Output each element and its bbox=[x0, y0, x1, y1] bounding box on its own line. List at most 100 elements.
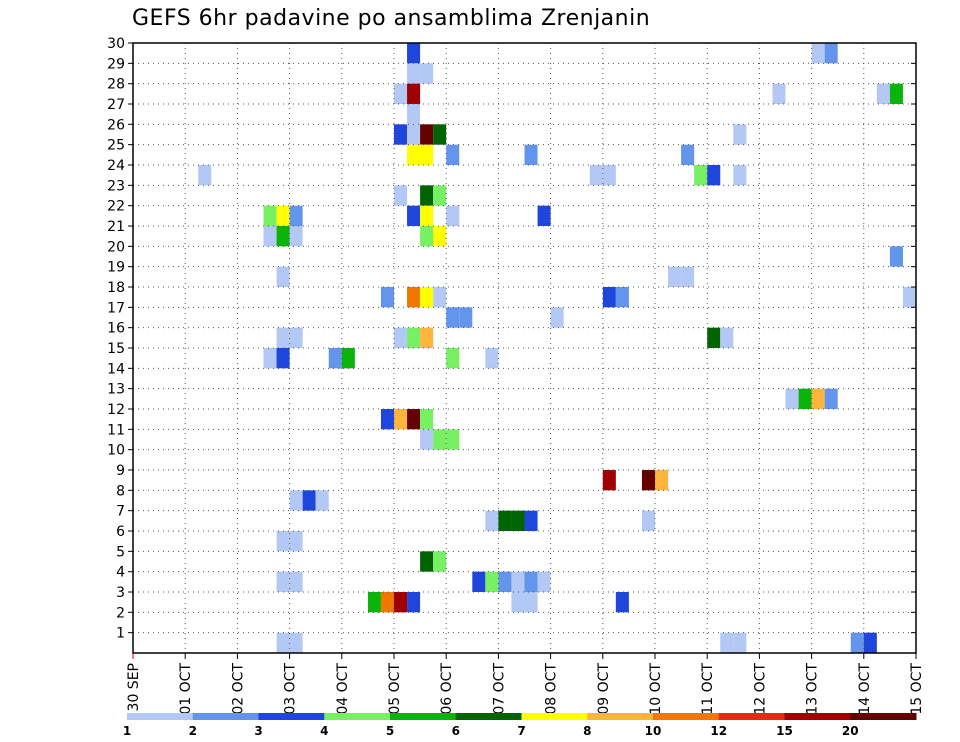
heatmap-cell bbox=[498, 571, 512, 592]
legend-label: 5 bbox=[386, 724, 394, 738]
heatmap-cell bbox=[902, 287, 916, 308]
x-axis: 30 SEP 01 OCT 02 OCT 03 OCT 04 OCT 05 OCT 06 O… bbox=[126, 653, 925, 715]
heatmap-cell bbox=[524, 571, 538, 592]
legend-label: 4 bbox=[320, 724, 328, 738]
legend-label: 6 bbox=[452, 724, 460, 738]
x-tick-label: 03 OCT bbox=[283, 663, 299, 715]
heatmap-cell bbox=[876, 83, 890, 104]
heatmap-cell bbox=[615, 287, 629, 308]
legend-label: 8 bbox=[583, 724, 591, 738]
heatmap-cell bbox=[433, 429, 447, 450]
heatmap-cell bbox=[733, 632, 747, 653]
legend-swatch bbox=[784, 713, 851, 720]
legend-label: 12 bbox=[710, 724, 727, 738]
heatmap-cell bbox=[263, 226, 277, 247]
heatmap-cell bbox=[811, 388, 825, 409]
heatmap-cell bbox=[811, 43, 825, 64]
heatmap-cell bbox=[446, 307, 460, 328]
y-tick-label: 18 bbox=[107, 280, 125, 296]
heatmap-cell bbox=[407, 592, 421, 613]
heatmap-cell bbox=[433, 287, 447, 308]
heatmap-cell bbox=[798, 388, 812, 409]
heatmap-cell bbox=[850, 632, 864, 653]
legend-swatch bbox=[192, 713, 259, 720]
heatmap-cell bbox=[407, 327, 421, 348]
x-tick-label: 13 OCT bbox=[805, 663, 821, 715]
heatmap-cell bbox=[276, 226, 290, 247]
y-tick-label: 26 bbox=[107, 117, 125, 133]
heatmap-cell bbox=[433, 551, 447, 572]
heatmap-cell bbox=[420, 551, 434, 572]
y-tick-label: 22 bbox=[107, 199, 125, 215]
x-tick-label: 01 OCT bbox=[178, 663, 194, 715]
heatmap-cell bbox=[394, 124, 408, 145]
y-tick-label: 2 bbox=[116, 605, 125, 621]
y-axis: 1234567891011121314151617181920212223242… bbox=[107, 36, 916, 642]
heatmap-cell bbox=[289, 571, 303, 592]
heatmap-cell bbox=[485, 571, 499, 592]
legend-label: 2 bbox=[189, 724, 197, 738]
legend-swatch bbox=[718, 713, 785, 720]
x-tick-label: 05 OCT bbox=[387, 663, 403, 715]
cells-layer bbox=[198, 43, 916, 653]
heatmap-cell bbox=[380, 287, 394, 308]
y-tick-label: 5 bbox=[116, 544, 125, 560]
color-legend: 1 2 3 4 5 6 7 8 10 12 15 20 bbox=[123, 713, 917, 738]
heatmap-cell bbox=[407, 287, 421, 308]
heatmap-cell bbox=[328, 348, 342, 369]
chart-title: GEFS 6hr padavine po ansamblima Zrenjani… bbox=[132, 6, 651, 31]
heatmap-cell bbox=[198, 165, 212, 186]
heatmap-cell bbox=[772, 83, 786, 104]
y-tick-label: 13 bbox=[107, 382, 125, 398]
heatmap-cell bbox=[276, 571, 290, 592]
x-tick-label: 04 OCT bbox=[335, 663, 351, 715]
y-tick-label: 4 bbox=[116, 565, 125, 581]
legend-swatch bbox=[850, 713, 917, 720]
heatmap-cell bbox=[420, 205, 434, 226]
heatmap-cell bbox=[511, 571, 525, 592]
heatmap-cell bbox=[550, 307, 564, 328]
heatmap-cell bbox=[276, 348, 290, 369]
y-tick-label: 30 bbox=[107, 36, 125, 52]
y-tick-label: 1 bbox=[116, 626, 125, 642]
heatmap-cell bbox=[315, 490, 329, 511]
heatmap-cell bbox=[589, 165, 603, 186]
y-tick-label: 9 bbox=[116, 463, 125, 479]
heatmap-cell bbox=[707, 327, 721, 348]
legend-swatch bbox=[653, 713, 720, 720]
y-tick-label: 7 bbox=[116, 504, 125, 520]
heatmap-cell bbox=[420, 63, 434, 84]
heatmap-cell bbox=[446, 348, 460, 369]
heatmap-cell bbox=[407, 205, 421, 226]
y-tick-label: 23 bbox=[107, 178, 125, 194]
y-tick-label: 29 bbox=[107, 56, 125, 72]
heatmap-cell bbox=[263, 348, 277, 369]
heatmap-cell bbox=[394, 409, 408, 430]
heatmap-cell bbox=[276, 632, 290, 653]
y-tick-label: 3 bbox=[116, 585, 125, 601]
legend-label: 10 bbox=[645, 724, 662, 738]
heatmap-cell bbox=[289, 632, 303, 653]
legend-label: 20 bbox=[842, 724, 859, 738]
x-tick-label: 08 OCT bbox=[544, 663, 560, 715]
heatmap-cell bbox=[694, 165, 708, 186]
heatmap-cell bbox=[720, 327, 734, 348]
y-tick-label: 20 bbox=[107, 239, 125, 255]
x-tick-label: 30 SEP bbox=[126, 663, 142, 711]
y-tick-label: 17 bbox=[107, 300, 125, 316]
heatmap-cell bbox=[824, 388, 838, 409]
heatmap-cell bbox=[433, 124, 447, 145]
heatmap-cell bbox=[420, 429, 434, 450]
heatmap-cell bbox=[537, 205, 551, 226]
y-tick-label: 24 bbox=[107, 158, 125, 174]
y-tick-label: 21 bbox=[107, 219, 125, 235]
heatmap-cell bbox=[420, 287, 434, 308]
y-tick-label: 16 bbox=[107, 321, 125, 337]
grid-layer bbox=[133, 43, 916, 653]
heatmap-cell bbox=[289, 226, 303, 247]
heatmap-cell bbox=[276, 531, 290, 552]
y-tick-label: 14 bbox=[107, 361, 125, 377]
y-tick-label: 10 bbox=[107, 443, 125, 459]
heatmap-cell bbox=[276, 266, 290, 287]
